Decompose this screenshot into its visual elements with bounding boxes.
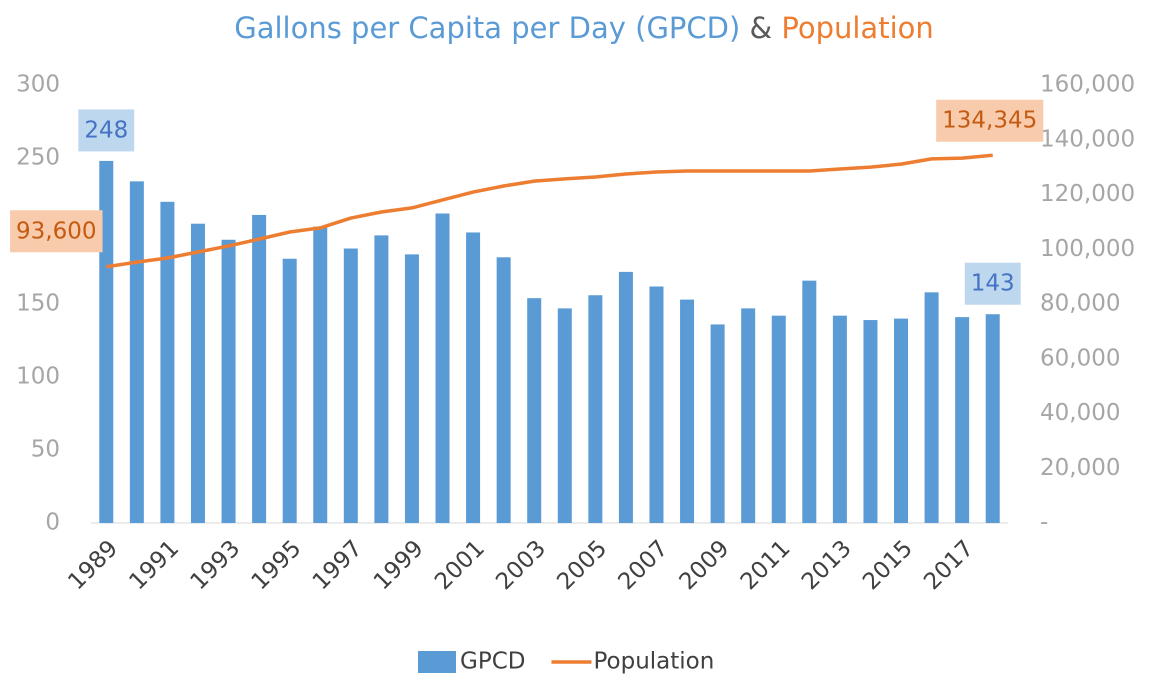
bar [741, 308, 756, 523]
bar [710, 324, 725, 523]
y-tick-label: 100 [16, 364, 60, 390]
data-label-text: 143 [971, 271, 1015, 297]
x-tick-label: 2015 [858, 535, 918, 595]
data-label-text: 134,345 [942, 108, 1037, 134]
bar [435, 213, 450, 524]
y2-tick-label: - [1040, 510, 1048, 536]
bar [649, 286, 664, 523]
y2-tick-label: 100,000 [1040, 236, 1135, 262]
legend-label: GPCD [460, 649, 525, 675]
legend-label: Population [593, 649, 714, 675]
x-tick-label: 1993 [186, 535, 246, 595]
data-label-text: 248 [84, 117, 128, 143]
y-tick-label: 250 [16, 145, 60, 171]
bar [129, 181, 144, 524]
bar [863, 320, 878, 523]
bar [313, 226, 328, 523]
y-tick-label: 50 [31, 437, 60, 463]
population-line [106, 153, 993, 269]
x-tick-label: 1997 [308, 535, 368, 595]
y2-tick-label: 160,000 [1040, 72, 1135, 98]
bar [221, 239, 236, 523]
bar [343, 248, 358, 523]
x-tick-label: 1999 [369, 535, 429, 595]
title-part: Gallons per Capita per Day (GPCD) [234, 11, 740, 45]
title-part: & [750, 11, 773, 45]
data-label: 93,600 [10, 210, 103, 253]
bar [802, 280, 817, 523]
x-tick-label: 2011 [736, 535, 796, 595]
bar [832, 315, 847, 523]
data-label-text: 93,600 [16, 218, 96, 244]
data-label-box [78, 109, 135, 152]
bar [160, 201, 175, 524]
bar [496, 257, 511, 523]
y2-tick-label: 80,000 [1040, 291, 1120, 317]
bar [924, 292, 939, 523]
y-tick-label: 300 [16, 72, 60, 98]
y2-tick-label: 140,000 [1040, 126, 1135, 152]
data-label-box [964, 262, 1021, 305]
bar [985, 314, 1000, 523]
y-tick-label: 0 [45, 510, 60, 536]
y2-tick-label: 20,000 [1040, 455, 1120, 481]
y2-tick-label: 40,000 [1040, 400, 1120, 426]
y2-tick-label: 60,000 [1040, 345, 1120, 371]
data-label: 248 [78, 109, 135, 152]
bar [374, 235, 389, 523]
data-label: 134,345 [936, 99, 1044, 142]
data-label-box [936, 99, 1044, 142]
bar [557, 308, 572, 523]
bar [252, 214, 267, 523]
x-tick-label: 2005 [552, 535, 612, 595]
x-tick-label: 2013 [797, 535, 857, 595]
legend-swatch [418, 651, 456, 673]
bar [527, 298, 542, 523]
bar [466, 232, 481, 523]
bar [618, 271, 633, 523]
x-tick-label: 2003 [491, 535, 551, 595]
bar [282, 258, 297, 523]
chart-title: Gallons per Capita per Day (GPCD) & Popu… [234, 11, 934, 45]
y2-tick-label: 120,000 [1040, 181, 1135, 207]
bar [404, 254, 419, 524]
x-tick-label: 1991 [124, 535, 184, 595]
bar [894, 318, 909, 523]
x-tick-label: 2009 [675, 535, 735, 595]
x-tick-label: 2007 [614, 535, 674, 595]
data-label: 143 [964, 262, 1021, 305]
bar [955, 317, 970, 523]
x-tick-label: 1989 [63, 535, 123, 595]
x-tick-label: 2017 [919, 535, 979, 595]
data-label-box [10, 210, 103, 253]
x-tick-label: 1995 [247, 535, 307, 595]
bar [588, 295, 603, 523]
x-tick-label: 2001 [430, 535, 490, 595]
bar [190, 223, 205, 523]
bar [771, 315, 786, 523]
y-tick-label: 150 [16, 291, 60, 317]
title-part: Population [781, 11, 933, 45]
bar [680, 299, 695, 523]
bar [99, 160, 114, 524]
